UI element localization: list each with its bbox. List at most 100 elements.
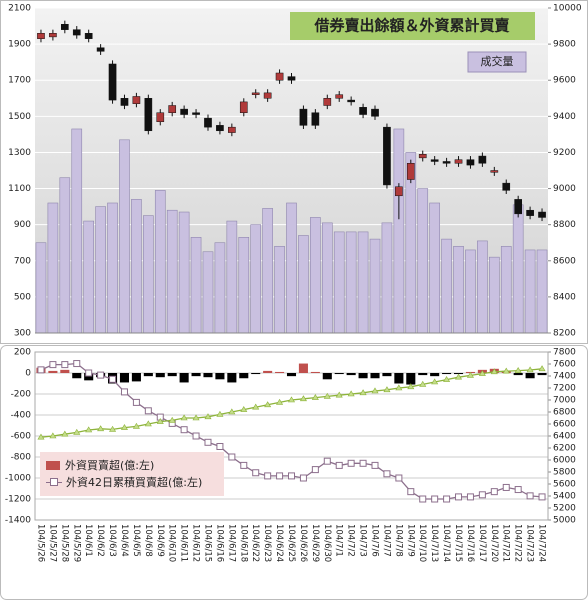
line-marker [514, 486, 522, 494]
line-marker [526, 366, 534, 373]
line-marker [478, 370, 486, 376]
net-bar [227, 373, 237, 383]
x-tick-label: 104/7/15 [453, 524, 463, 562]
volume-bar [166, 209, 178, 334]
legend-entry: 外資買賣超(億:左) [46, 458, 218, 473]
net-bar [119, 373, 130, 383]
y2-tick-label: 6000 [553, 456, 576, 466]
volume-bar [178, 211, 190, 334]
x-tick-label: 104/7/21 [501, 524, 511, 562]
y2-tick-label: 7600 [553, 360, 576, 370]
x-tick-label: 104/6/16 [214, 524, 224, 562]
net-bar [239, 373, 249, 379]
line-marker [156, 418, 164, 424]
candle-body [347, 99, 355, 103]
volume-bar [453, 246, 464, 334]
volume-bar [119, 139, 130, 334]
volume-bar [202, 251, 214, 334]
candle-body [418, 154, 427, 159]
x-tick-label: 104/6/5 [131, 524, 141, 557]
y-tick-label: -400 [11, 411, 32, 421]
net-bar [48, 370, 58, 373]
y2-tick-label: 6200 [553, 444, 576, 454]
y-tick-label: -200 [11, 390, 32, 400]
volume-bar [369, 238, 381, 334]
y-tick-label: -800 [11, 453, 32, 463]
volume-bar [59, 177, 71, 334]
candle-body [311, 112, 320, 126]
volume-bar [154, 190, 166, 334]
legend-swatch [46, 461, 60, 470]
net-bar [298, 363, 308, 373]
x-tick-label: 104/7/23 [525, 524, 535, 562]
candle-body [96, 47, 105, 52]
volume-bar [512, 204, 524, 334]
line-marker [240, 406, 248, 412]
line-marker [443, 495, 451, 503]
candle-body [371, 108, 379, 117]
volume-bar [286, 202, 297, 334]
y-tick-label: 1700 [8, 76, 31, 86]
candle-body [395, 186, 403, 197]
line-marker [264, 472, 272, 480]
x-tick-label: 104/6/15 [202, 524, 212, 562]
volume-bar [524, 249, 536, 334]
line-marker [144, 420, 152, 427]
line-marker [502, 367, 510, 374]
line-marker [454, 373, 463, 380]
net-bar [286, 373, 297, 377]
candle-body [204, 117, 212, 128]
x-tick-label: 104/6/12 [191, 524, 201, 562]
volume-bar [214, 242, 226, 334]
volume-bar [357, 231, 369, 334]
volume-bar [333, 231, 345, 334]
x-tick-label: 104/6/24 [274, 524, 284, 562]
y2-tick-label: 9600 [553, 76, 576, 86]
candle-body [466, 159, 475, 166]
line-marker [240, 461, 248, 469]
x-tick-label: 104/7/9 [405, 524, 415, 557]
net-bar [143, 373, 153, 377]
net-bar [310, 371, 320, 373]
line-marker [383, 470, 391, 478]
x-tick-label: 104/7/17 [477, 524, 487, 562]
line-marker [335, 461, 343, 469]
line-marker [323, 457, 331, 465]
candle-body [144, 98, 153, 132]
x-tick-label: 104/5/26 [35, 524, 45, 562]
volume-bar [489, 256, 500, 334]
title-box [290, 12, 535, 40]
candle-body [478, 155, 487, 164]
y-tick-label: 500 [14, 292, 31, 302]
legend: 外資買賣超(億:左) 外資42日累積買賣超(億:左) [40, 452, 224, 496]
legend-label: 成交量 [481, 54, 514, 68]
y2-tick-label: 7000 [553, 396, 576, 406]
x-tick-label: 104/7/8 [393, 524, 403, 557]
line-marker [264, 401, 272, 408]
net-bar [453, 373, 464, 375]
volume-bar [131, 199, 142, 334]
candle-body [49, 33, 57, 38]
line-marker [311, 466, 319, 474]
net-bar [370, 373, 380, 379]
line-marker [61, 430, 69, 437]
net-bar [394, 373, 404, 384]
net-bar [525, 373, 535, 379]
x-tick-label: 104/6/11 [179, 524, 189, 562]
line-marker [276, 398, 284, 405]
y-tick-label: 1900 [8, 40, 31, 50]
volume-bar [298, 235, 309, 334]
y2-tick-label: 9800 [553, 40, 576, 50]
y2-tick-label: 8200 [553, 329, 576, 339]
line-marker [431, 378, 439, 385]
y2-tick-label: 5400 [553, 492, 576, 502]
line-marker [61, 361, 69, 369]
candle-body [323, 98, 332, 106]
line-marker [347, 390, 355, 397]
y2-tick-label: 9000 [553, 184, 576, 194]
candle-body [406, 163, 415, 180]
line-marker [85, 426, 93, 433]
line-marker [85, 369, 93, 377]
candle-body [490, 170, 499, 173]
